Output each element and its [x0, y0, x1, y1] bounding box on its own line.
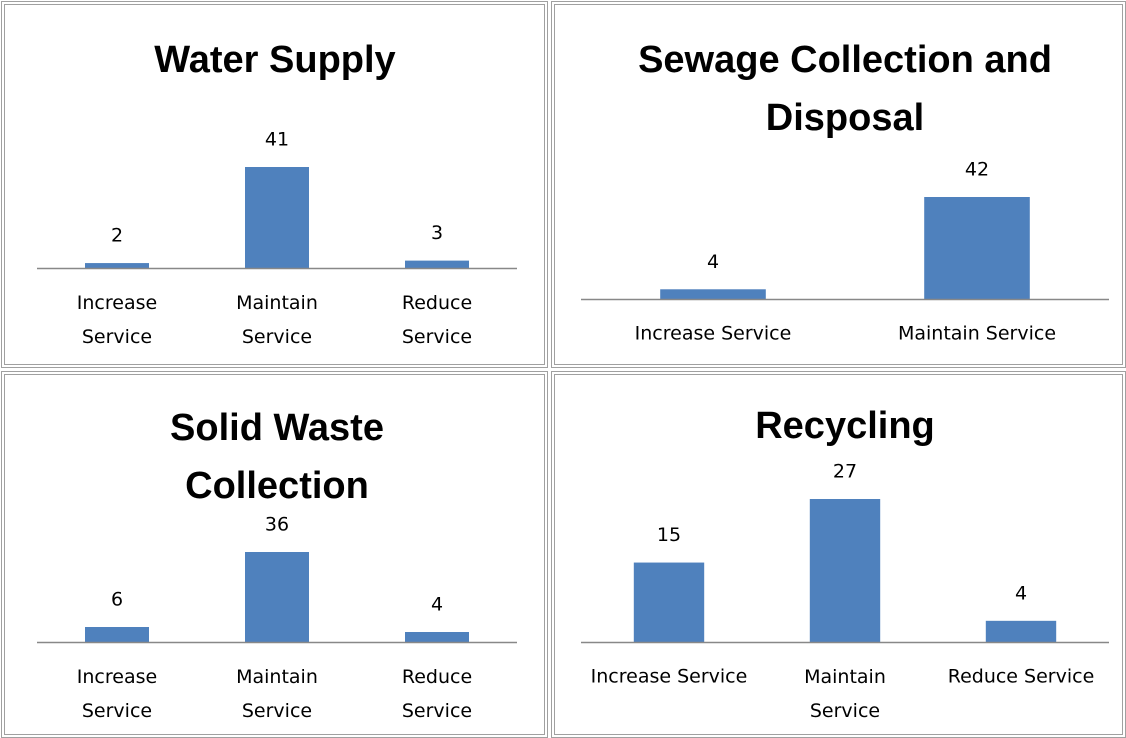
bar	[245, 167, 309, 268]
chart-title: Water Supply	[154, 39, 395, 81]
bar	[85, 263, 149, 268]
value-label: 3	[431, 222, 443, 244]
bar	[85, 627, 149, 642]
category-label: Reduce Service	[948, 666, 1095, 688]
category-label: Maintain Service	[804, 666, 886, 722]
value-label: 4	[707, 251, 719, 273]
bar	[633, 562, 705, 642]
category-label: Maintain Service	[236, 666, 318, 722]
chart-title: Sewage Collection and Disposal	[638, 39, 1052, 139]
bar	[405, 260, 469, 268]
category-label: Increase Service	[591, 666, 748, 688]
value-label: 4	[431, 594, 443, 616]
category-label: Increase Service	[635, 323, 792, 345]
value-label: 2	[111, 225, 123, 247]
chart-title: Recycling	[755, 405, 935, 447]
value-label: 36	[265, 514, 289, 536]
category-label: Reduce Service	[402, 666, 472, 722]
bar	[405, 632, 469, 642]
bar	[809, 499, 881, 642]
bar	[924, 197, 1030, 299]
bar	[985, 620, 1057, 642]
category-label: Increase Service	[77, 292, 157, 348]
bar	[245, 552, 309, 642]
bar	[660, 289, 766, 299]
category-label: Maintain Service	[898, 323, 1056, 345]
category-label: Maintain Service	[236, 292, 318, 348]
value-label: 15	[657, 524, 681, 546]
value-label: 42	[965, 159, 989, 181]
value-label: 6	[111, 589, 123, 611]
category-label: Increase Service	[77, 666, 157, 722]
chart-title: Solid Waste Collection	[170, 407, 384, 507]
value-label: 41	[265, 129, 289, 151]
category-label: Reduce Service	[402, 292, 472, 348]
value-label: 4	[1015, 582, 1027, 604]
value-label: 27	[833, 461, 857, 483]
